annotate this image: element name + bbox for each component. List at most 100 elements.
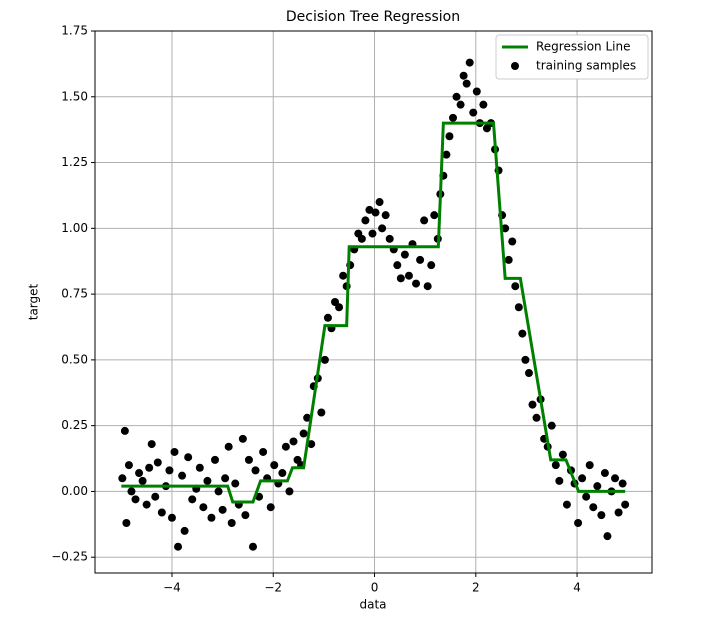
y-tick-label: 0.75 [61, 287, 88, 301]
scatter-point [214, 487, 223, 496]
x-tick-label: 2 [472, 581, 480, 595]
scatter-point [524, 369, 533, 378]
scatter-point [562, 500, 571, 509]
scatter-point [578, 474, 587, 483]
scatter-point [151, 492, 160, 501]
regression-line [121, 121, 626, 504]
y-tick-label: 1.50 [61, 89, 88, 103]
scatter-point [385, 234, 394, 243]
scatter-point [430, 211, 439, 220]
scatter-point [142, 500, 151, 509]
scatter-point [420, 216, 429, 225]
scatter-point [207, 513, 216, 522]
scatter-point [368, 229, 377, 238]
scatter-point [339, 271, 348, 280]
scatter-point [600, 469, 609, 478]
scatter-point [120, 426, 129, 435]
scatter-point [448, 113, 457, 122]
scatter-point [400, 250, 409, 259]
scatter-point [241, 511, 250, 520]
scatter-point [153, 458, 162, 467]
scatter-point [259, 447, 268, 456]
chart-title: Decision Tree Regression [286, 9, 460, 25]
legend-label: training samples [536, 59, 636, 73]
scatter-point [218, 505, 227, 514]
scatter-point [251, 466, 260, 475]
x-tick-label: −2 [264, 581, 282, 595]
scatter-point [603, 532, 612, 541]
scatter-point [244, 455, 253, 464]
scatter-point [508, 237, 517, 246]
scatter-point [227, 519, 236, 528]
scatter-point [170, 447, 179, 456]
scatter-point [445, 132, 454, 141]
scatter-point [281, 442, 290, 451]
scatter-point [396, 274, 405, 283]
scatter-point [118, 474, 127, 483]
scatter-point [514, 303, 523, 312]
scatter-point [221, 474, 230, 483]
y-axis-label: target [27, 283, 41, 320]
scatter-point [131, 495, 140, 504]
scatter-point [320, 355, 329, 364]
scatter-point [528, 400, 537, 409]
scatter-point [375, 198, 384, 207]
scatter-point [270, 461, 279, 470]
scatter-point [378, 224, 387, 233]
scatter-point [547, 421, 556, 430]
y-tick-label: 0.00 [61, 484, 88, 498]
scatter-point [224, 442, 233, 451]
scatter-point [184, 453, 193, 462]
scatter-point [361, 216, 370, 225]
scatter-point [479, 100, 488, 109]
scatter-point [589, 503, 598, 512]
scatter-point [211, 455, 220, 464]
scatter-point [195, 463, 204, 472]
scatter-point [551, 461, 560, 470]
scatter-point [188, 495, 197, 504]
scatter-point [611, 474, 620, 483]
scatter-point [278, 469, 287, 478]
legend-marker [511, 62, 519, 70]
x-tick-label: −4 [163, 581, 181, 595]
scatter-point [174, 542, 183, 551]
x-axis-label: data [359, 598, 386, 612]
scatter-point [459, 71, 468, 80]
scatter-point [180, 526, 189, 535]
scatter-point [124, 461, 133, 470]
scatter-point [504, 255, 513, 264]
legend-box [495, 34, 649, 80]
scatter-point [323, 313, 332, 322]
scatter-point [266, 503, 275, 512]
y-tick-label: 0.50 [61, 352, 88, 366]
scatter-point [335, 303, 344, 312]
scatter-point [365, 205, 374, 214]
scatter-point [317, 408, 326, 417]
scatter-point [469, 108, 478, 117]
plot-frame [94, 30, 653, 574]
scatter-point [452, 92, 461, 101]
scatter-point [238, 434, 247, 443]
scatter-point [393, 261, 402, 270]
scatter-point [285, 487, 294, 496]
scatter-point [203, 476, 212, 485]
scatter-point [307, 440, 316, 449]
scatter-point [199, 503, 208, 512]
x-tick-label: 0 [371, 581, 379, 595]
scatter-point [614, 508, 623, 517]
scatter-point [357, 234, 366, 243]
scatter-point [289, 437, 298, 446]
scatter-point [555, 476, 564, 485]
scatter-point [574, 519, 583, 528]
legend-label: Regression Line [536, 40, 630, 54]
x-tick-label: 4 [573, 581, 581, 595]
scatter-point [511, 282, 520, 291]
scatter-point [472, 87, 481, 96]
scatter-point [165, 466, 174, 475]
scatter-point [593, 482, 602, 491]
scatter-point [147, 440, 156, 449]
y-tick-label: 1.75 [61, 24, 88, 38]
scatter-point [371, 208, 380, 217]
y-tick-label: 1.25 [61, 155, 88, 169]
